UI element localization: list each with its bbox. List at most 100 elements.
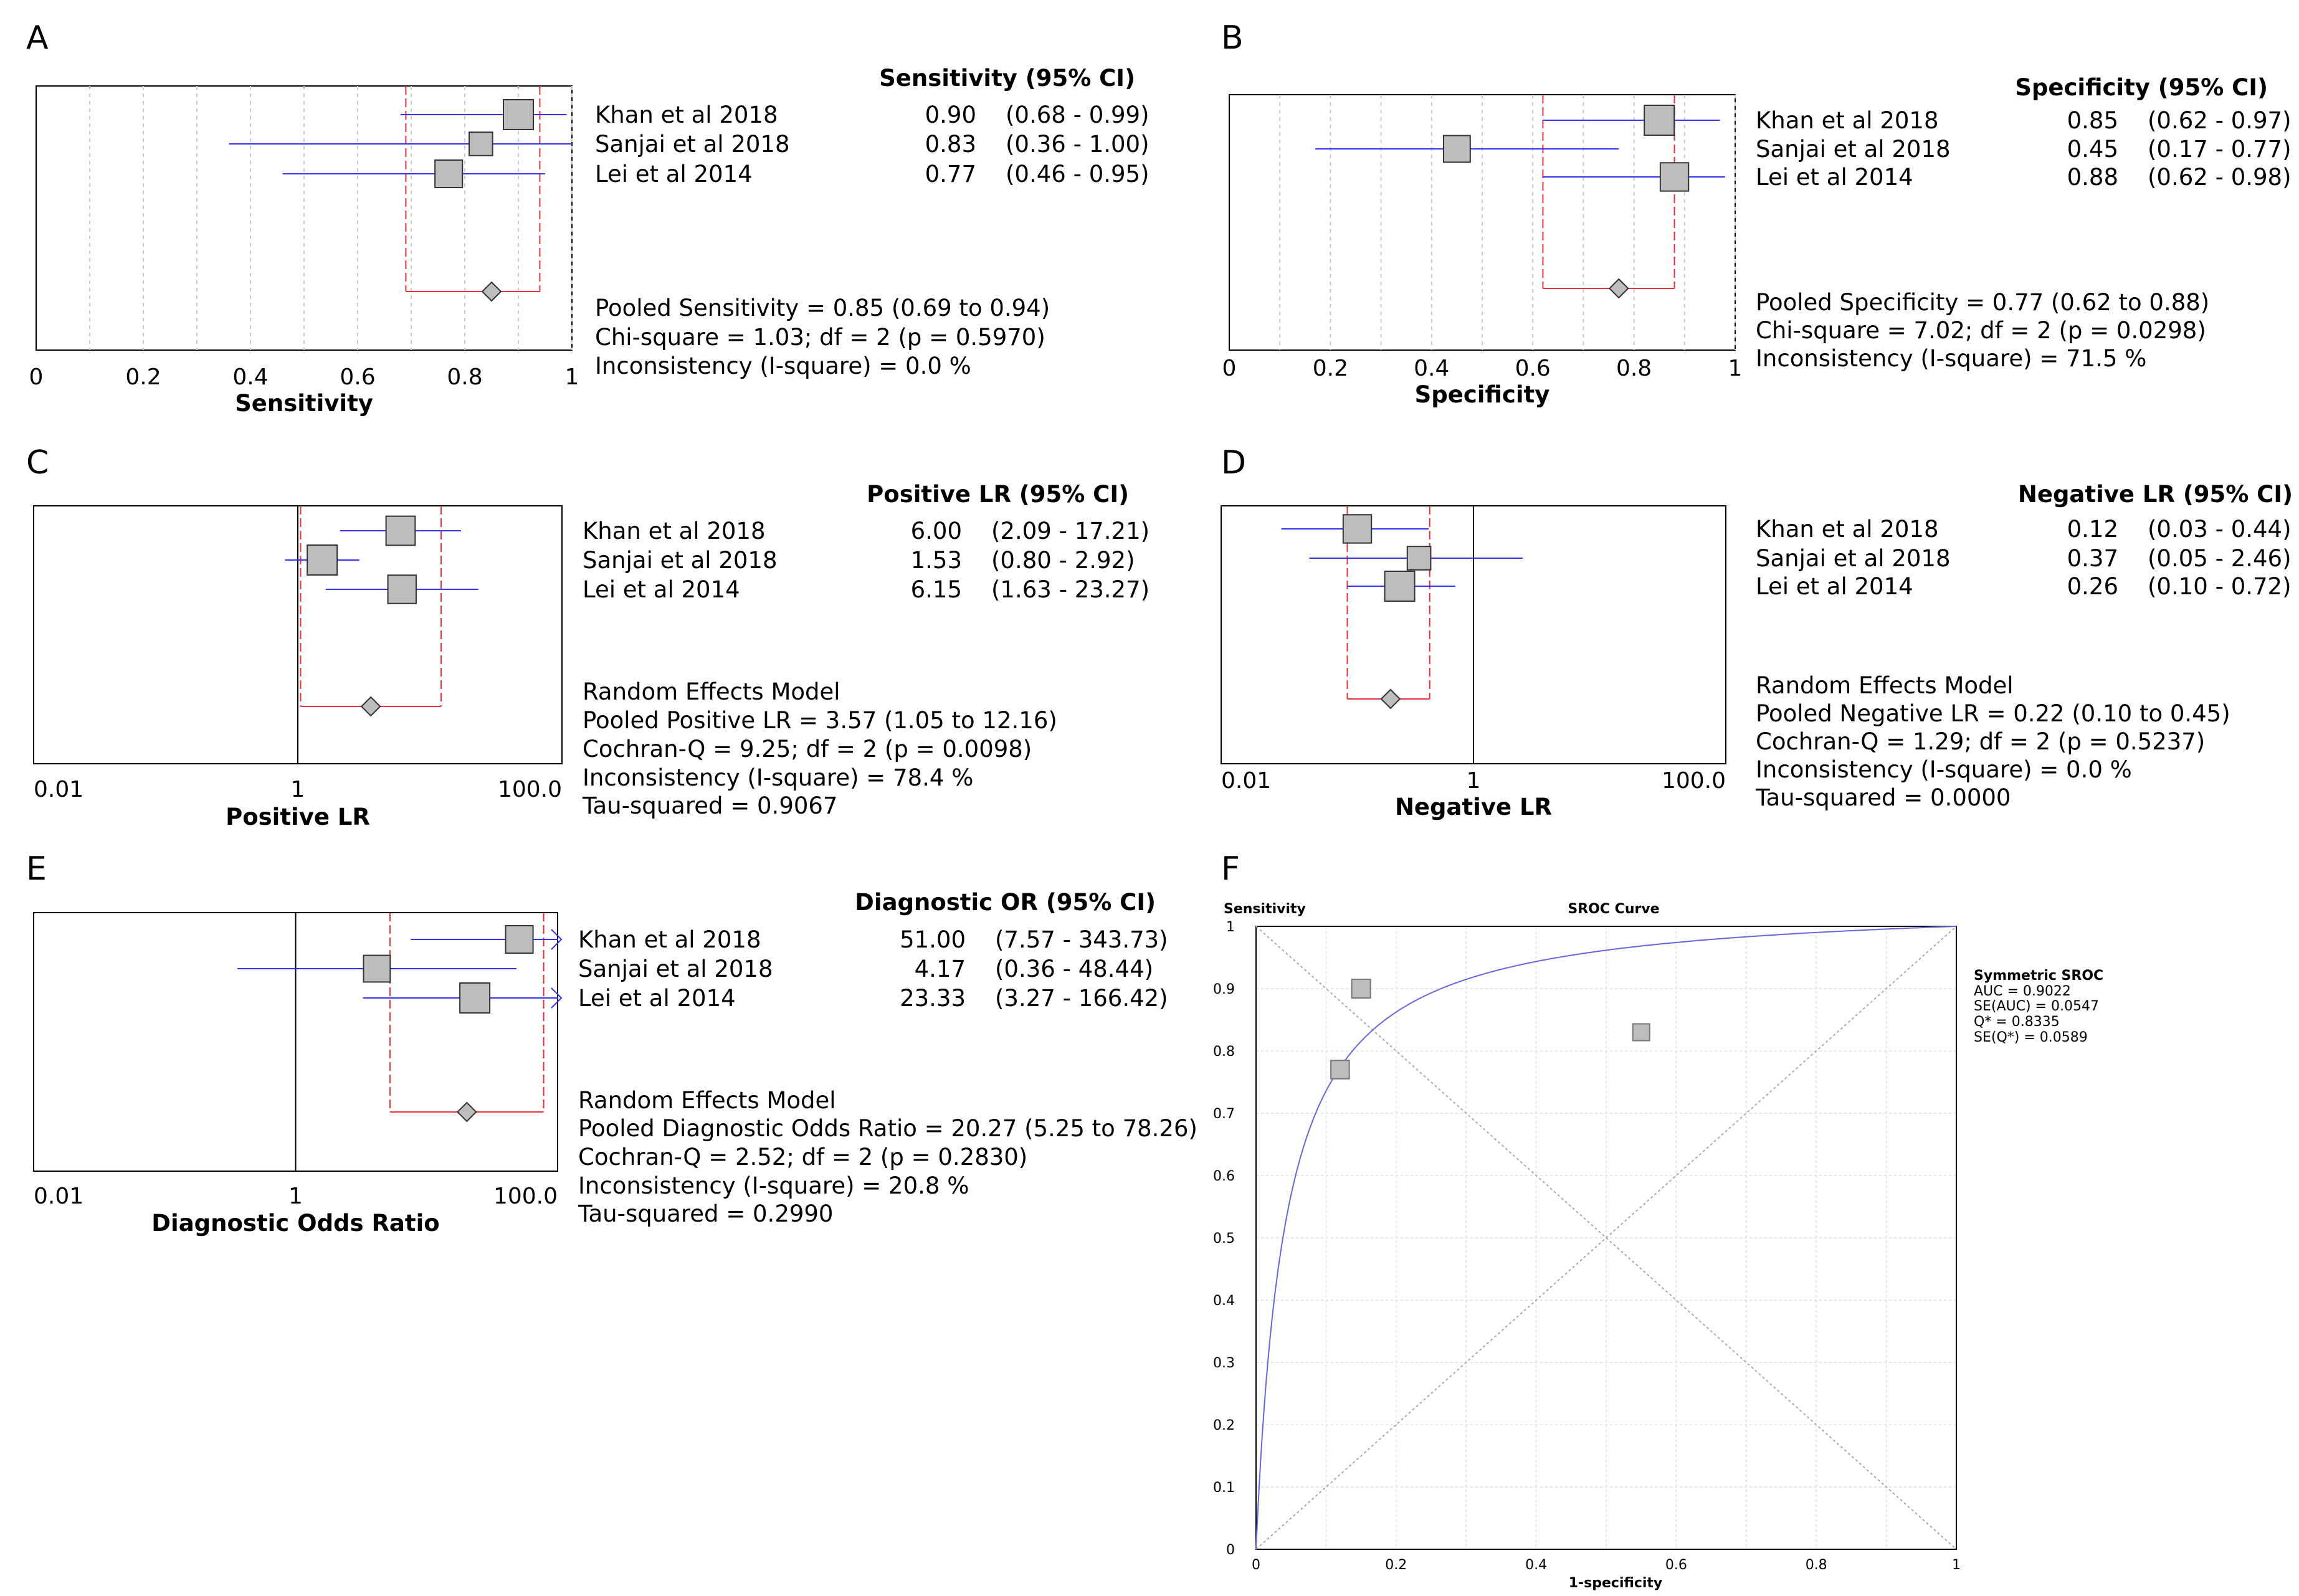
study-ci: (0.36 - 1.00) [1006, 131, 1150, 158]
study-estimate-box [1406, 546, 1432, 571]
panel-e-diagnostic-or-forest: E Khan et al 2018 51.00 (7.57 - 343.73) Sanj… [26, 850, 1197, 1237]
study-estimate: 0.85 [2067, 107, 2118, 134]
panel-letter: C [26, 444, 49, 482]
summary-stat-line: Cochran-Q = 2.52; df = 2 (p = 0.2830) [578, 1144, 1027, 1171]
study-estimate: 0.88 [2067, 164, 2118, 191]
ci-arrow-icon [551, 987, 563, 1009]
x-axis-label: Positive LR [226, 804, 370, 830]
study-estimate: 0.45 [2067, 136, 2118, 163]
summary-stat-line: Inconsistency (I-square) = 0.0 % [1756, 756, 2132, 783]
study-name: Khan et al 2018 [583, 518, 766, 544]
study-name: Lei et al 2014 [578, 985, 736, 1012]
x-tick-label: 0 [1252, 1557, 1260, 1573]
study-estimate-box [469, 131, 493, 156]
study-ci: (0.05 - 2.46) [2148, 545, 2292, 572]
legend-stat: SE(AUC) = 0.0547 [1974, 999, 2099, 1014]
x-tick-label: 0.2 [1385, 1557, 1407, 1573]
y-tick-label: 0.3 [1213, 1356, 1235, 1371]
y-tick-label: 0.8 [1213, 1044, 1235, 1060]
y-axis-label: Sensitivity [1224, 901, 1306, 917]
study-name: Sanjai et al 2018 [583, 547, 778, 574]
panel-d-negative-lr-forest: D Khan et al 2018 0.12 (0.03 - 0.44) Sanjai … [1221, 444, 2293, 820]
y-tick-label: 0.6 [1213, 1169, 1235, 1184]
study-name: Khan et al 2018 [1756, 107, 1939, 134]
study-name: Khan et al 2018 [595, 102, 778, 128]
study-estimate-box [1659, 162, 1690, 192]
x-axis-label: 1-specificity [1569, 1575, 1663, 1591]
legend-stat: AUC = 0.9022 [1974, 984, 2071, 999]
panel-letter: B [1221, 19, 1244, 57]
x-axis-label: Diagnostic Odds Ratio [151, 1210, 439, 1237]
summary-stat-line: Cochran-Q = 1.29; df = 2 (p = 0.5237) [1756, 728, 2205, 755]
study-estimate: 4.17 [915, 956, 966, 982]
study-estimate: 0.83 [925, 131, 976, 158]
study-estimate: 0.37 [2067, 545, 2118, 572]
study-estimate-box [505, 924, 534, 954]
x-axis-label: Negative LR [1395, 794, 1552, 820]
summary-stat-line: Random Effects Model [1756, 672, 2014, 699]
study-ci: (0.62 - 0.97) [2148, 107, 2292, 134]
study-ci: (0.68 - 0.99) [1006, 102, 1150, 128]
x-tick-label: 1 [291, 777, 305, 802]
column-header: Specificity (95% CI) [2015, 74, 2268, 101]
study-ci: (2.09 - 17.21) [991, 518, 1150, 544]
summary-stat-line: Inconsistency (I-square) = 20.8 % [578, 1172, 969, 1199]
study-ci: (0.17 - 0.77) [2148, 136, 2292, 163]
x-tick-label: 0.6 [340, 364, 375, 390]
panel-letter: D [1221, 444, 1246, 482]
ci-arrow-icon [551, 929, 563, 950]
legend-stat: Q* = 0.8335 [1974, 1014, 2060, 1030]
summary-stat-line: Pooled Positive LR = 3.57 (1.05 to 12.16… [583, 707, 1057, 734]
study-name: Lei et al 2014 [595, 161, 753, 188]
chart-title: SROC Curve [1568, 901, 1659, 917]
x-tick-label: 0.8 [1806, 1557, 1827, 1573]
x-tick-label: 0.01 [1221, 768, 1271, 794]
x-tick-label: 0.01 [34, 1184, 83, 1209]
study-estimate: 0.12 [2067, 516, 2118, 543]
x-tick-label: 0.4 [232, 364, 268, 390]
study-point [1351, 979, 1371, 999]
x-axis-label: Sensitivity [235, 390, 373, 417]
study-estimate: 1.53 [911, 547, 962, 574]
study-ci: (0.46 - 0.95) [1006, 161, 1150, 188]
summary-stat-line: Pooled Specificity = 0.77 (0.62 to 0.88) [1756, 289, 2209, 316]
study-ci: (0.10 - 0.72) [2148, 573, 2292, 600]
pooled-diamond [1380, 688, 1401, 710]
panel-b-specificity-forest: B Khan et al 2018 0.85 (0.62 - 0.97) Sanjai … [1221, 19, 2292, 408]
study-estimate: 6.00 [911, 518, 962, 544]
study-estimate-box [1443, 135, 1471, 163]
study-estimate-box [503, 99, 534, 130]
y-tick-label: 0 [1226, 1542, 1235, 1558]
x-tick-label: 0.2 [125, 364, 161, 390]
study-name: Khan et al 2018 [578, 926, 761, 953]
study-ci: (0.80 - 2.92) [991, 547, 1135, 574]
x-tick-label: 0.8 [1616, 356, 1652, 381]
column-header: Negative LR (95% CI) [2018, 481, 2293, 508]
summary-stat-line: Tau-squared = 0.9067 [582, 792, 837, 819]
study-estimate: 6.15 [911, 576, 962, 603]
x-tick-label: 0.6 [1515, 356, 1551, 381]
study-estimate: 23.33 [900, 985, 966, 1012]
x-tick-label: 1 [1952, 1557, 1961, 1573]
study-estimate-box [459, 982, 491, 1014]
study-point [1330, 1060, 1350, 1080]
study-estimate-box [363, 954, 391, 983]
study-estimate: 0.26 [2067, 573, 2118, 600]
study-name: Lei et al 2014 [1756, 164, 1913, 191]
x-tick-label: 0.4 [1414, 356, 1449, 381]
x-tick-label: 0.8 [447, 364, 482, 390]
panel-letter: A [26, 19, 49, 57]
sroc-curve-line [1255, 926, 1957, 1549]
x-tick-label: 0.01 [34, 777, 83, 802]
study-estimate-box [387, 574, 417, 604]
y-tick-label: 0.1 [1213, 1480, 1235, 1496]
study-name: Lei et al 2014 [1756, 573, 1913, 600]
study-estimate: 0.90 [925, 102, 976, 128]
panel-letter: F [1221, 850, 1240, 888]
panel-letter: E [26, 850, 47, 888]
y-tick-label: 1 [1226, 919, 1235, 935]
x-tick-label: 100.0 [493, 1184, 558, 1209]
study-name: Sanjai et al 2018 [1756, 545, 1951, 572]
study-estimate-box [1644, 105, 1675, 136]
